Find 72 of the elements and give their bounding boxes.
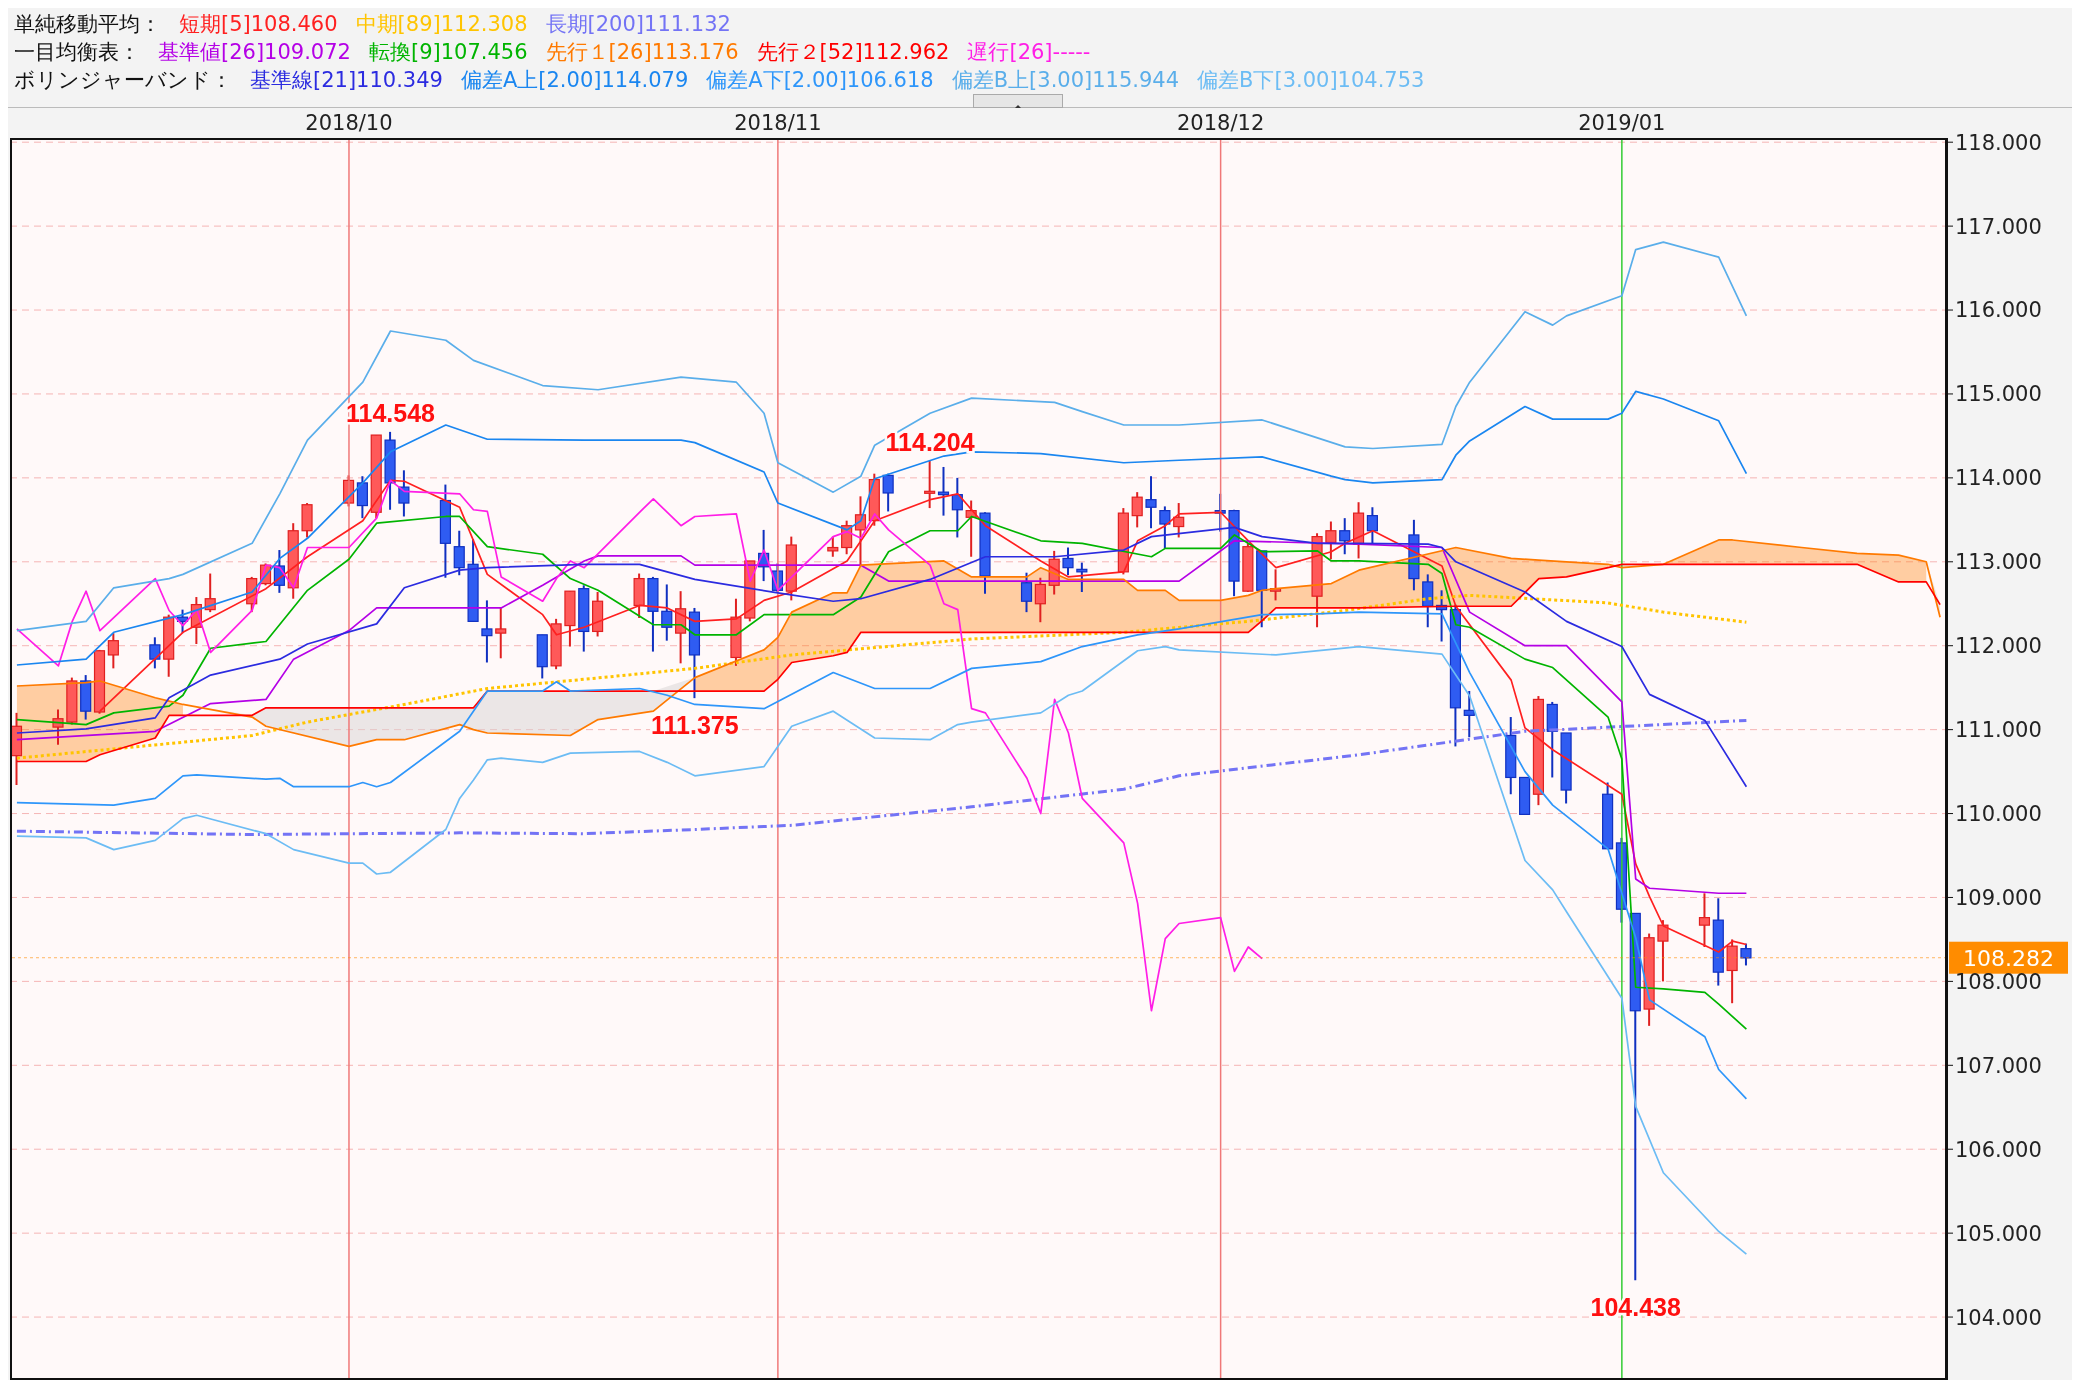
candlestick	[1020, 571, 1033, 614]
ref-line-label: 108.282	[1963, 945, 2054, 971]
candlestick	[1076, 561, 1088, 593]
candlestick	[1698, 892, 1711, 948]
text: 長期[200]111.132	[545, 11, 731, 38]
text: 偏差A上[2.00]114.079	[460, 67, 689, 94]
candlestick	[1657, 919, 1669, 983]
candlestick	[827, 535, 839, 558]
line-series	[16, 241, 1748, 632]
candlestick	[937, 465, 950, 517]
candlestick	[882, 472, 894, 513]
y-tick-label: 115.000	[1955, 382, 2042, 407]
line-series	[15, 718, 1748, 837]
candlestick	[1034, 576, 1046, 624]
candlestick	[1740, 942, 1752, 967]
text: 基準線[21]110.349	[250, 67, 443, 94]
y-tick-label: 111.000	[1955, 718, 2042, 743]
candlestick	[1131, 491, 1143, 529]
candlestick	[453, 529, 465, 577]
text: ボリンジャーバンド：	[14, 67, 232, 94]
y-tick-label: 108.000	[1955, 969, 2042, 994]
candlestick	[1173, 502, 1185, 539]
text: 転換[9]107.456	[368, 39, 528, 66]
text: 先行１[26]113.176	[545, 39, 739, 66]
line-series	[16, 645, 1748, 1255]
candlestick	[1339, 517, 1351, 556]
candlestick	[1325, 520, 1337, 561]
candlestick	[107, 632, 119, 670]
text: 中期[89]112.308	[355, 11, 528, 38]
y-tick-label: 113.000	[1955, 550, 2042, 575]
candlestick	[1463, 690, 1475, 739]
y-tick-label: 117.000	[1955, 214, 2042, 239]
y-tick-label: 107.000	[1955, 1053, 2042, 1078]
x-tick-label: 2018/11	[734, 111, 822, 135]
line-series	[99, 479, 1748, 953]
y-tick-label: 116.000	[1955, 298, 2042, 323]
text: 単純移動平均：	[14, 11, 161, 38]
candlestick	[1159, 505, 1171, 550]
candlestick	[481, 599, 493, 664]
y-tick-label: 105.000	[1955, 1221, 2042, 1246]
line-series	[16, 390, 1748, 666]
text: 遅行[26]-----	[967, 39, 1091, 66]
y-tick-label: 109.000	[1955, 885, 2042, 910]
candlestick	[1145, 475, 1157, 530]
annotation: 111.375	[651, 711, 739, 740]
candlestick	[495, 606, 507, 660]
candlestick	[924, 459, 936, 510]
x-tick-label: 2018/10	[305, 111, 393, 135]
annotation: 114.548	[345, 398, 436, 427]
text: 短期[5]108.460	[179, 11, 338, 38]
candlestick	[1366, 506, 1378, 546]
line-series	[16, 611, 1748, 1100]
y-tick-label: 112.000	[1955, 634, 2042, 659]
text: 一目均衡表：	[14, 39, 140, 66]
text: 基準値[26]109.072	[158, 39, 351, 66]
candlestick	[149, 636, 161, 670]
y-tick-label: 106.000	[1955, 1137, 2042, 1162]
text: 偏差B上[3.00]115.944	[951, 67, 1180, 94]
y-tick-label: 114.000	[1955, 466, 2042, 491]
text: 偏差B下[3.00]104.753	[1197, 67, 1425, 94]
x-tick-label: 2018/12	[1177, 111, 1265, 135]
text: 偏差A下[2.00]106.618	[706, 67, 934, 94]
y-tick-label: 118.000	[1955, 130, 2042, 155]
y-tick-label: 110.000	[1955, 802, 2042, 826]
candlestick	[1062, 546, 1074, 577]
line-series	[16, 479, 1263, 1012]
candlestick	[398, 469, 410, 518]
candlestick	[356, 475, 368, 520]
text: 先行２[52]112.962	[756, 39, 950, 66]
annotation: 114.204	[885, 427, 975, 456]
y-tick-label: 104.000	[1955, 1305, 2042, 1330]
x-tick-label: 2019/01	[1578, 111, 1666, 135]
